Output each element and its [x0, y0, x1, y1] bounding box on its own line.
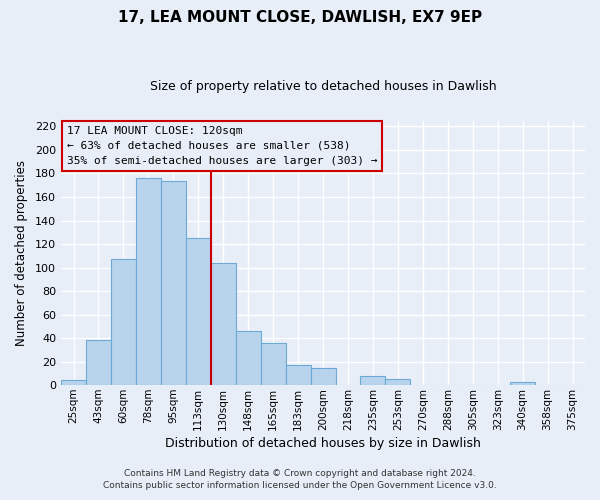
Bar — [311, 368, 335, 385]
Bar — [61, 380, 86, 385]
Y-axis label: Number of detached properties: Number of detached properties — [15, 160, 28, 346]
Text: 17, LEA MOUNT CLOSE, DAWLISH, EX7 9EP: 17, LEA MOUNT CLOSE, DAWLISH, EX7 9EP — [118, 10, 482, 25]
Bar — [161, 180, 186, 385]
X-axis label: Distribution of detached houses by size in Dawlish: Distribution of detached houses by size … — [165, 437, 481, 450]
Text: Contains HM Land Registry data © Crown copyright and database right 2024.
Contai: Contains HM Land Registry data © Crown c… — [103, 468, 497, 490]
Bar — [186, 238, 211, 385]
Bar — [286, 365, 311, 385]
Text: 17 LEA MOUNT CLOSE: 120sqm
← 63% of detached houses are smaller (538)
35% of sem: 17 LEA MOUNT CLOSE: 120sqm ← 63% of deta… — [67, 126, 377, 166]
Bar — [260, 343, 286, 385]
Bar — [361, 376, 385, 385]
Bar — [111, 260, 136, 385]
Bar — [86, 340, 111, 385]
Title: Size of property relative to detached houses in Dawlish: Size of property relative to detached ho… — [150, 80, 496, 93]
Bar — [236, 331, 260, 385]
Bar — [211, 263, 236, 385]
Bar — [385, 380, 410, 385]
Bar — [510, 382, 535, 385]
Bar — [136, 178, 161, 385]
